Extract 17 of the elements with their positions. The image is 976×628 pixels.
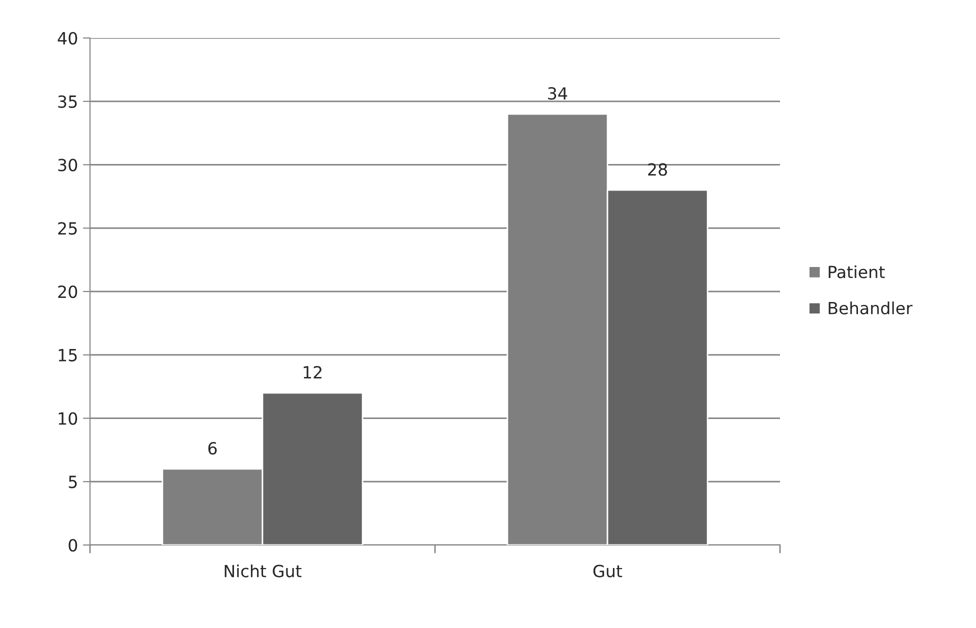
y-tick-label: 35 xyxy=(58,95,77,108)
y-tick-label: 10 xyxy=(58,412,78,425)
data-label: 34 xyxy=(548,87,568,100)
y-tick-label: 30 xyxy=(58,158,78,172)
y-tick-label: 0 xyxy=(68,538,78,552)
data-label: 28 xyxy=(648,163,667,176)
legend-label: Patient xyxy=(828,265,885,278)
data-label: 6 xyxy=(208,442,217,455)
x-tick-label: Nicht Gut xyxy=(224,564,302,578)
y-tick-label: 25 xyxy=(58,222,77,235)
legend-label: Behandler xyxy=(828,302,912,314)
y-tick-label: 40 xyxy=(58,32,78,45)
x-tick-label: Gut xyxy=(593,564,622,578)
data-label: 12 xyxy=(304,366,322,378)
y-tick-label: 20 xyxy=(58,285,78,298)
y-tick-label: 15 xyxy=(58,349,77,362)
y-tick-label: 5 xyxy=(68,476,77,488)
